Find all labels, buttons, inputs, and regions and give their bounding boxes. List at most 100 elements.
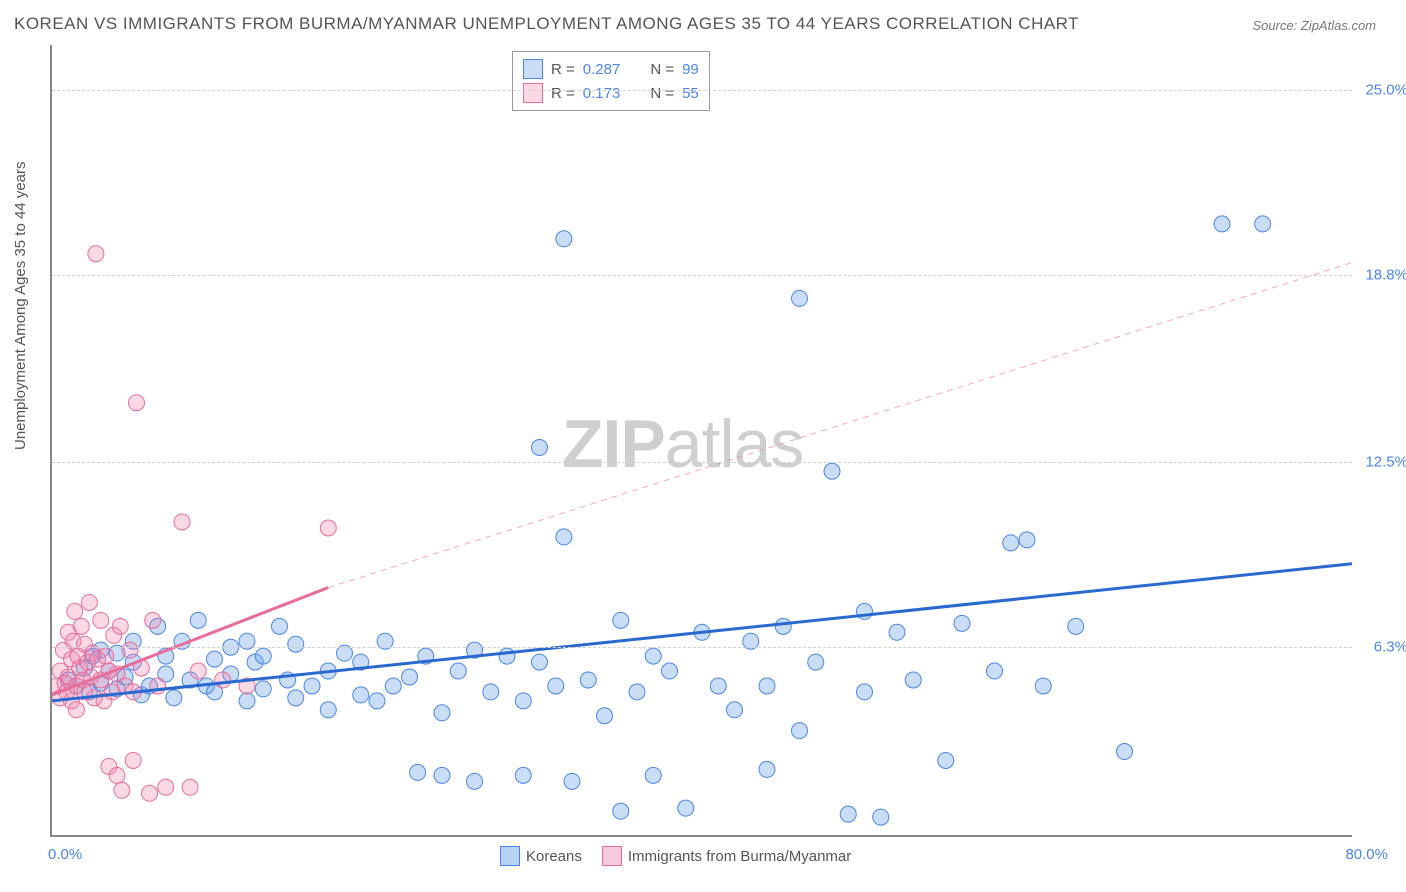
legend-swatch <box>500 846 520 866</box>
data-point <box>190 663 206 679</box>
data-point <box>288 636 304 652</box>
legend-swatch <box>523 59 543 79</box>
r-value: 0.287 <box>583 61 621 78</box>
data-point <box>142 785 158 801</box>
data-point <box>597 708 613 724</box>
data-point <box>580 672 596 688</box>
data-point <box>434 705 450 721</box>
gridline <box>52 462 1352 463</box>
data-point <box>98 648 114 664</box>
data-point <box>255 681 271 697</box>
data-point <box>629 684 645 700</box>
x-axis-end: 80.0% <box>1345 846 1388 863</box>
data-point <box>613 612 629 628</box>
source-label: Source: ZipAtlas.com <box>1252 18 1376 33</box>
data-point <box>158 779 174 795</box>
data-point <box>320 702 336 718</box>
data-point <box>166 690 182 706</box>
data-point <box>88 246 104 262</box>
data-point <box>515 767 531 783</box>
data-point <box>353 687 369 703</box>
watermark: ZIPatlas <box>562 405 803 483</box>
data-point <box>759 761 775 777</box>
gridline <box>52 275 1352 276</box>
data-point <box>759 678 775 694</box>
legend-item: Immigrants from Burma/Myanmar <box>602 846 851 866</box>
data-point <box>710 678 726 694</box>
data-point <box>125 752 141 768</box>
data-point <box>987 663 1003 679</box>
legend-row: R = 0.173N = 55 <box>523 81 699 105</box>
data-point <box>645 648 661 664</box>
trend-line <box>52 564 1352 701</box>
data-point <box>808 654 824 670</box>
chart-container: KOREAN VS IMMIGRANTS FROM BURMA/MYANMAR … <box>0 0 1406 892</box>
data-point <box>938 752 954 768</box>
data-point <box>410 764 426 780</box>
data-point <box>662 663 678 679</box>
data-point <box>73 618 89 634</box>
data-point <box>840 806 856 822</box>
data-point <box>889 624 905 640</box>
data-point <box>792 290 808 306</box>
legend-item: Koreans <box>500 846 582 866</box>
y-axis-label: Unemployment Among Ages 35 to 44 years <box>12 161 29 450</box>
r-label: R = <box>551 85 575 102</box>
data-point <box>112 618 128 634</box>
gridline <box>52 647 1352 648</box>
data-point <box>1214 216 1230 232</box>
trend-line <box>328 263 1352 588</box>
data-point <box>129 395 145 411</box>
data-point <box>122 642 138 658</box>
data-point <box>68 702 84 718</box>
legend-swatch <box>523 83 543 103</box>
legend-swatch <box>602 846 622 866</box>
series-legend: Koreans Immigrants from Burma/Myanmar <box>500 846 851 866</box>
ytick-label: 12.5% <box>1365 454 1406 471</box>
data-point <box>1003 535 1019 551</box>
data-point <box>824 463 840 479</box>
legend-label: Koreans <box>526 848 582 865</box>
correlation-legend: R = 0.287 N = 99 R = 0.173N = 55 <box>512 51 710 111</box>
data-point <box>678 800 694 816</box>
data-point <box>182 779 198 795</box>
data-point <box>556 231 572 247</box>
data-point <box>304 678 320 694</box>
data-point <box>613 803 629 819</box>
data-point <box>174 514 190 530</box>
data-point <box>483 684 499 700</box>
data-point <box>1117 744 1133 760</box>
n-value: 55 <box>682 85 699 102</box>
data-point <box>548 678 564 694</box>
data-point <box>402 669 418 685</box>
chart-title: KOREAN VS IMMIGRANTS FROM BURMA/MYANMAR … <box>14 14 1079 34</box>
data-point <box>1019 532 1035 548</box>
data-point <box>1035 678 1051 694</box>
data-point <box>434 767 450 783</box>
data-point <box>532 439 548 455</box>
data-point <box>320 520 336 536</box>
data-point <box>385 678 401 694</box>
data-point <box>857 684 873 700</box>
data-point <box>81 594 97 610</box>
n-label: N = <box>650 85 674 102</box>
data-point <box>369 693 385 709</box>
data-point <box>515 693 531 709</box>
data-point <box>288 690 304 706</box>
gridline <box>52 90 1352 91</box>
data-point <box>145 612 161 628</box>
ytick-label: 18.8% <box>1365 266 1406 283</box>
n-value: 99 <box>682 61 699 78</box>
data-point <box>873 809 889 825</box>
data-point <box>114 782 130 798</box>
data-point <box>556 529 572 545</box>
data-point <box>215 672 231 688</box>
n-label: N = <box>650 61 674 78</box>
data-point <box>905 672 921 688</box>
data-point <box>239 693 255 709</box>
data-point <box>645 767 661 783</box>
data-point <box>272 618 288 634</box>
data-point <box>467 773 483 789</box>
legend-row: R = 0.287N = 99 <box>523 57 699 81</box>
data-point <box>1255 216 1271 232</box>
